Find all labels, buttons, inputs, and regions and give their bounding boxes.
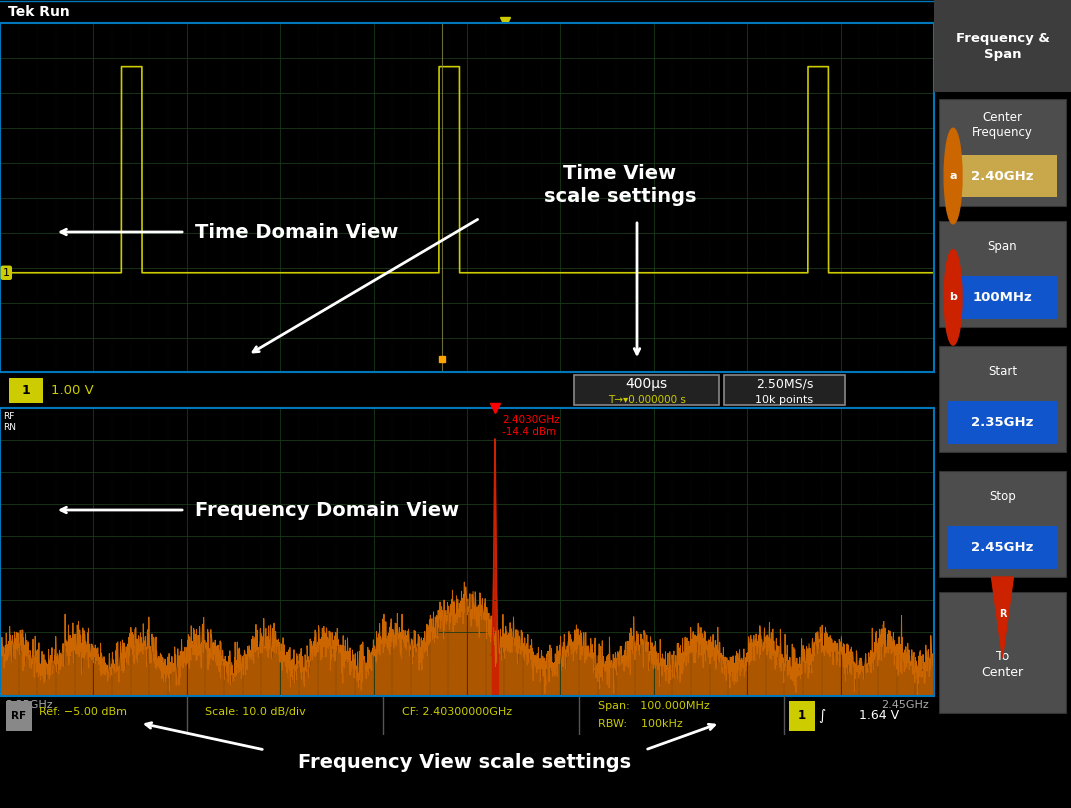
Text: ∫: ∫ (818, 709, 826, 723)
Text: Span: Span (987, 240, 1017, 253)
Bar (948, 276, 1057, 318)
Text: 1: 1 (3, 267, 10, 278)
Bar (10, 378, 43, 402)
Text: Stop: Stop (990, 490, 1015, 503)
Text: Time Domain View: Time Domain View (195, 222, 398, 242)
Bar (5, 701, 32, 730)
Bar (939, 470, 1066, 577)
Bar (939, 99, 1066, 206)
Text: Frequency Domain View: Frequency Domain View (195, 500, 459, 520)
Text: a: a (949, 171, 956, 181)
Text: 10k points: 10k points (755, 395, 814, 406)
Text: 2.35GHz: 2.35GHz (971, 416, 1034, 429)
Text: 1.64 V: 1.64 V (859, 709, 900, 722)
Bar (574, 376, 719, 405)
Text: Center
Frequency: Center Frequency (972, 111, 1032, 139)
Text: 2.50MS/s: 2.50MS/s (756, 377, 813, 390)
Text: Frequency &
Span: Frequency & Span (955, 32, 1050, 61)
Text: 2.40GHz: 2.40GHz (971, 170, 1034, 183)
Bar (948, 401, 1057, 444)
Bar (948, 154, 1057, 197)
Text: 100MHz: 100MHz (972, 291, 1032, 304)
Text: 1: 1 (798, 709, 806, 722)
Text: 2.45GHz: 2.45GHz (881, 700, 930, 710)
Text: RBW:    100kHz: RBW: 100kHz (598, 719, 682, 730)
Text: 1: 1 (21, 384, 31, 397)
Text: RF
RN: RF RN (3, 412, 16, 431)
Text: 400μs: 400μs (625, 377, 668, 391)
Text: 1.00 V: 1.00 V (51, 384, 94, 397)
Text: 2.45GHz: 2.45GHz (971, 541, 1034, 553)
Text: 2.4030GHz
-14.4 dBm: 2.4030GHz -14.4 dBm (502, 415, 560, 437)
Text: 2.35GHz: 2.35GHz (4, 700, 52, 710)
Bar (724, 376, 845, 405)
Text: Time View
scale settings: Time View scale settings (544, 164, 696, 206)
Bar (939, 221, 1066, 327)
Bar (789, 701, 815, 730)
Bar (934, 0, 1071, 92)
Text: Span:   100.000MHz: Span: 100.000MHz (598, 701, 709, 711)
Text: Ref: −5.00 dBm: Ref: −5.00 dBm (40, 707, 127, 717)
Text: Frequency View scale settings: Frequency View scale settings (299, 752, 632, 772)
Text: Trig'd: Trig'd (1020, 5, 1064, 19)
Circle shape (945, 250, 962, 345)
Text: b: b (949, 292, 957, 302)
Bar (939, 592, 1066, 713)
Text: Tek Run: Tek Run (7, 5, 70, 19)
Bar (939, 346, 1066, 452)
Bar (948, 526, 1057, 569)
Circle shape (945, 128, 962, 224)
Text: Scale: 10.0 dB/div: Scale: 10.0 dB/div (206, 707, 306, 717)
Text: RF: RF (11, 711, 27, 721)
Polygon shape (992, 577, 1013, 658)
Text: T→▾0.000000 s: T→▾0.000000 s (608, 395, 685, 406)
Text: R: R (998, 608, 1007, 619)
Text: Start: Start (987, 364, 1017, 377)
Text: CF: 2.40300000GHz: CF: 2.40300000GHz (402, 707, 512, 717)
Text: To
Center: To Center (981, 650, 1024, 680)
